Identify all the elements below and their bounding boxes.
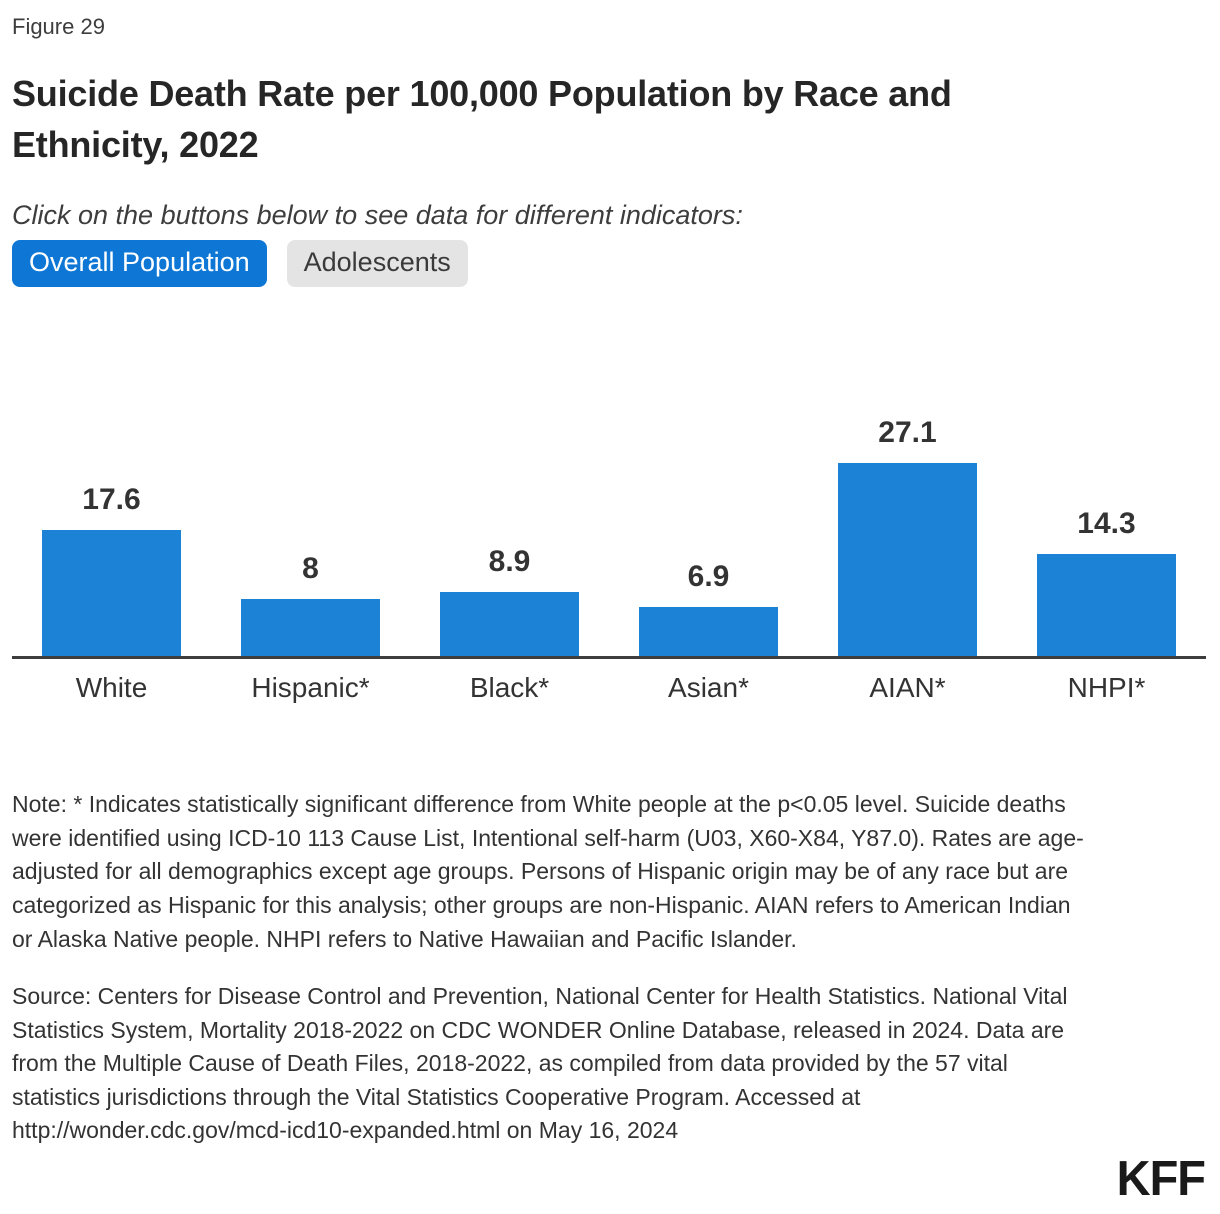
category-label-hispanic: Hispanic* bbox=[251, 672, 370, 704]
bar-nhpi[interactable] bbox=[1036, 554, 1177, 657]
tab-overall-population[interactable]: Overall Population bbox=[12, 240, 267, 288]
bar-value-label: 8.9 bbox=[488, 545, 531, 579]
bar-column: 8.9 bbox=[410, 545, 609, 657]
category-label-white: White bbox=[75, 672, 148, 704]
bar-white[interactable] bbox=[41, 530, 182, 657]
chart-plot-area: 17.6 8 8.9 6.9 27.1 14.3 bbox=[12, 399, 1206, 660]
category-label-asian: Asian* bbox=[668, 672, 749, 704]
bar-chart: 17.6 8 8.9 6.9 27.1 14.3 bbox=[12, 399, 1206, 704]
chart-note: Note: * Indicates statistically signific… bbox=[12, 791, 1084, 952]
indicator-button-row: Overall Population Adolescents bbox=[12, 240, 1206, 288]
tab-adolescents[interactable]: Adolescents bbox=[286, 240, 468, 288]
bar-column: 14.3 bbox=[1007, 507, 1206, 657]
category-label-nhpi: NHPI* bbox=[1067, 672, 1146, 704]
category-label-aian: AIAN* bbox=[869, 672, 946, 704]
bar-value-label: 14.3 bbox=[1077, 507, 1136, 541]
bar-value-label: 6.9 bbox=[687, 560, 730, 594]
x-axis-labels: White Hispanic* Black* Asian* AIAN* NHPI… bbox=[12, 672, 1206, 704]
bar-hispanic[interactable] bbox=[240, 599, 381, 657]
kff-logo: KFF bbox=[1116, 1149, 1206, 1206]
bar-column: 8 bbox=[211, 552, 410, 657]
bar-column: 27.1 bbox=[808, 416, 1007, 657]
category-label-black: Black* bbox=[469, 672, 550, 704]
page-title: Suicide Death Rate per 100,000 Populatio… bbox=[12, 73, 952, 166]
chart-source: Source: Centers for Disease Control and … bbox=[12, 983, 1068, 1144]
bar-black[interactable] bbox=[439, 592, 580, 657]
bar-column: 17.6 bbox=[12, 483, 211, 657]
figure-label: Figure 29 bbox=[12, 14, 105, 39]
bar-column: 6.9 bbox=[609, 560, 808, 657]
bar-value-label: 27.1 bbox=[878, 416, 937, 450]
bar-value-label: 17.6 bbox=[82, 483, 141, 517]
bar-value-label: 8 bbox=[302, 552, 319, 586]
bar-aian[interactable] bbox=[837, 463, 978, 657]
chart-instruction: Click on the buttons below to see data f… bbox=[12, 200, 743, 231]
bar-asian[interactable] bbox=[638, 607, 779, 657]
